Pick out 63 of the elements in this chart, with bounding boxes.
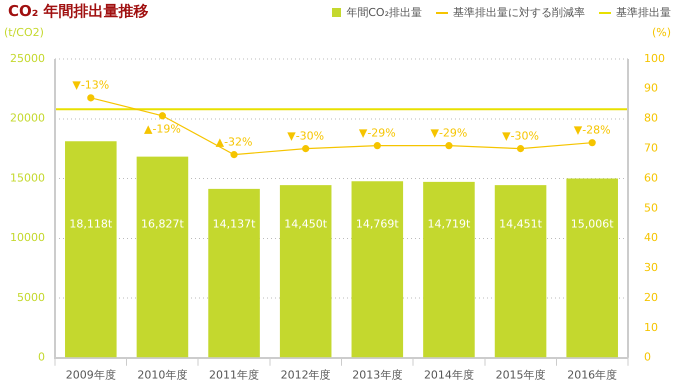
y2-tick-label: 100 [644,52,666,65]
y-tick-label: 20000 [10,112,45,125]
point [374,142,381,150]
y2-tick-label: 30 [644,261,658,274]
x-tick-label: 2016年度 [567,368,618,382]
y2-axis-title: (%) [652,26,671,39]
x-tick-label: 2014年度 [424,368,474,382]
annotation: ▼-30% [287,130,324,142]
y-tick-label: 10000 [10,231,45,244]
x-tick-label: 2012年度 [280,368,331,382]
data-label: 14,450t [284,217,328,230]
x-tick-label: 2013年度 [352,368,402,382]
bar [494,185,546,358]
annotation: ▼-28% [574,124,611,137]
y2-tick-label: 60 [644,171,658,184]
annotation: ▼-30% [502,130,540,142]
annotation: ▲-19% [144,122,181,136]
annotation: ▼-13% [72,78,110,92]
x-tick-label: 2010年度 [137,368,188,382]
legend-label: 基準排出量に対する削減率 [453,5,585,20]
data-label: 14,451t [499,217,543,230]
y2-tick-label: 40 [644,231,658,244]
y2-tick-label: 10 [644,320,658,334]
y-tick-label: 25000 [10,52,45,65]
annotation: ▲-32% [216,135,253,148]
y2-tick-label: 70 [644,142,658,154]
point [158,112,166,120]
y-tick-label: 15000 [10,171,45,184]
legend-label: 基準排出量 [616,5,671,20]
y-axis-title: (t/CO2) [4,26,44,39]
y2-tick-label: 90 [644,82,658,95]
bar [136,156,188,358]
y-tick-label: 0 [38,350,45,364]
annotation: ▼-29% [430,126,468,140]
point [445,142,453,150]
data-label: 15,006t [570,217,614,230]
data-label: 16,827t [141,217,185,230]
data-label: 14,769t [356,217,400,230]
x-tick-label: 2011年度 [209,368,260,382]
bar [65,141,117,358]
bar [352,181,404,358]
data-label: 14,137t [212,217,256,230]
chart-title: CO₂ 年間排出量推移 [8,2,149,21]
legend-label: 年間CO₂排出量 [346,5,422,20]
y2-tick-label: 80 [644,112,658,125]
data-label: 18,118t [69,217,113,230]
point [87,94,94,102]
bar [208,188,260,358]
x-tick-label: 2015年度 [496,368,546,382]
point [516,145,524,152]
point [588,139,596,146]
bar [280,185,332,358]
bar [423,182,475,358]
y2-tick-label: 50 [644,201,658,214]
bar [566,178,618,358]
point [302,145,310,152]
data-label: 14,719t [428,217,472,230]
y-tick-label: 5000 [16,290,45,304]
x-tick-label: 2009年度 [66,368,116,382]
point [230,151,238,158]
annotation: ▼-29% [358,126,396,140]
y2-tick-label: 0 [644,350,652,364]
y2-tick-label: 20 [644,290,658,304]
